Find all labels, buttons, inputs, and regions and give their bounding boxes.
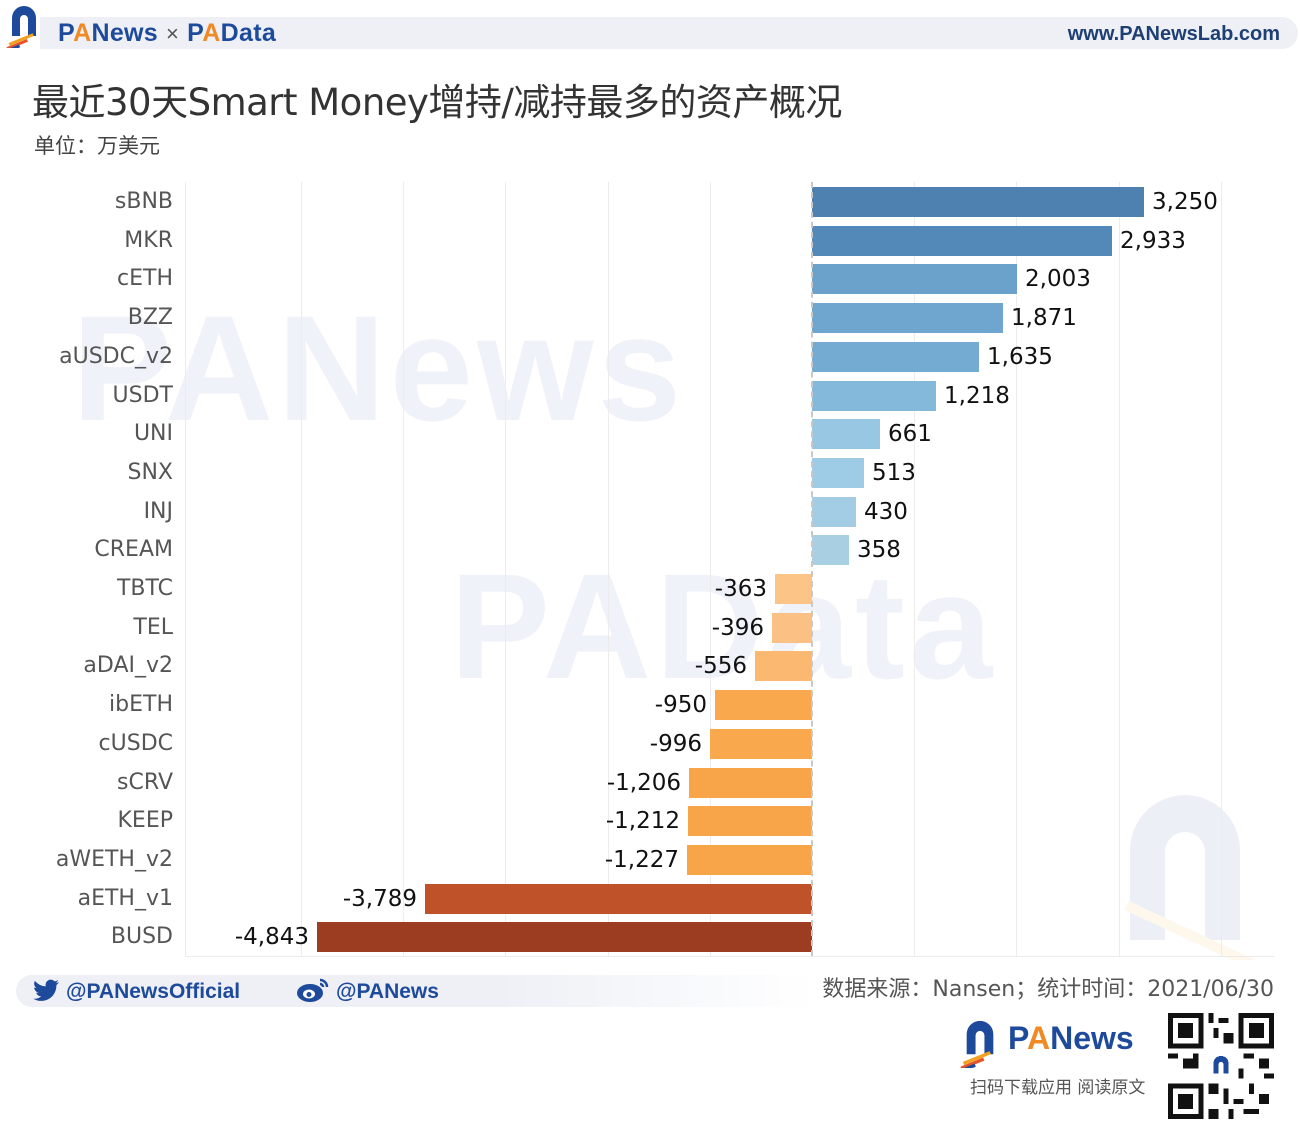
value-label: 3,250	[1152, 189, 1218, 215]
value-label: 513	[872, 460, 916, 486]
bar[interactable]	[715, 690, 812, 720]
value-label: 358	[857, 537, 901, 563]
scan-download-text: 扫码下载应用 阅读原文	[970, 1078, 1146, 1098]
category-label: BZZ	[127, 305, 173, 330]
value-label: 2,003	[1025, 266, 1091, 292]
category-label: sCRV	[117, 770, 173, 795]
category-label: SNX	[127, 460, 174, 485]
brand-accent-letter: A	[202, 19, 221, 47]
bar[interactable]	[812, 264, 1017, 294]
bar[interactable]	[317, 922, 812, 952]
bar[interactable]	[689, 768, 812, 798]
value-label: 1,871	[1011, 305, 1077, 331]
weibo-icon	[297, 978, 329, 1002]
twitter-handle[interactable]: @PANewsOfficial	[32, 975, 240, 1007]
qr-code-icon[interactable]	[1168, 1013, 1274, 1119]
bar[interactable]	[755, 651, 812, 681]
value-label: -1,212	[605, 808, 680, 834]
weibo-handle[interactable]: @PANews	[296, 975, 439, 1007]
category-label: aETH_v1	[77, 886, 173, 911]
footer-logo-icon	[960, 1020, 994, 1068]
category-label: MKR	[124, 228, 173, 253]
gridline	[608, 182, 609, 956]
value-label: -996	[649, 731, 702, 757]
bar-chart: sBNB 3,250 MKR 2,933 cETH 2,003 BZZ 1,871 aUSDC_…	[55, 182, 1275, 957]
category-label: aDAI_v2	[83, 653, 173, 678]
data-source: 数据来源：Nansen；统计时间：2021/06/30	[822, 977, 1274, 1002]
category-label: TEL	[133, 615, 173, 640]
value-label: 1,218	[944, 383, 1010, 409]
bar[interactable]	[687, 845, 812, 875]
gridline	[505, 182, 506, 956]
bar[interactable]	[812, 226, 1112, 256]
zero-axis-line	[811, 182, 813, 956]
value-label: -396	[711, 615, 764, 641]
value-label: 2,933	[1120, 228, 1186, 254]
bar[interactable]	[688, 806, 812, 836]
brand-panews: PANews	[58, 19, 158, 47]
brand-accent-letter: A	[1026, 1020, 1051, 1056]
value-label: -950	[654, 692, 707, 718]
gridline	[1221, 182, 1222, 956]
value-label: -4,843	[234, 924, 309, 950]
category-label: TBTC	[116, 576, 173, 601]
value-label: -1,227	[604, 847, 679, 873]
category-label: cETH	[117, 266, 173, 291]
gridline	[710, 182, 711, 956]
bar[interactable]	[775, 574, 812, 604]
chart-title: 最近30天Smart Money增持/减持最多的资产概况	[32, 81, 842, 124]
category-label: BUSD	[110, 924, 173, 949]
value-label: 1,635	[987, 344, 1053, 370]
bar[interactable]	[812, 381, 936, 411]
bar[interactable]	[710, 729, 812, 759]
value-label: -556	[694, 653, 747, 679]
gridline	[1016, 182, 1017, 956]
panews-logo-icon	[6, 6, 36, 48]
chart-unit: 单位：万美元	[34, 134, 160, 158]
value-label: 661	[888, 421, 932, 447]
value-label: -3,789	[342, 886, 417, 912]
category-label: USDT	[112, 383, 173, 408]
bar[interactable]	[812, 303, 1003, 333]
value-label: 430	[864, 499, 908, 525]
gridline	[1119, 182, 1120, 956]
gridline	[403, 182, 404, 956]
header-band	[40, 17, 1298, 49]
category-label: CREAM	[94, 537, 173, 562]
category-label: INJ	[143, 499, 173, 524]
footer-band	[16, 975, 816, 1007]
weibo-handle-text: @PANews	[336, 980, 439, 1003]
category-label: sBNB	[114, 189, 173, 214]
gridline	[914, 182, 915, 956]
value-label: -363	[714, 576, 767, 602]
bar[interactable]	[425, 884, 812, 914]
category-label: cUSDC	[98, 731, 173, 756]
bar[interactable]	[812, 419, 880, 449]
twitter-icon	[33, 979, 59, 1001]
brand-title: PANews × PAData	[58, 17, 276, 49]
category-label: ibETH	[109, 692, 173, 717]
value-label: -1,206	[606, 770, 681, 796]
brand-accent-letter: A	[73, 19, 92, 47]
footer-brand: PANews	[1008, 1020, 1134, 1056]
category-label: KEEP	[117, 808, 174, 833]
plot-left-border	[185, 182, 186, 956]
category-label: aWETH_v2	[55, 847, 173, 872]
twitter-handle-text: @PANewsOfficial	[66, 980, 241, 1003]
gridline	[301, 182, 302, 956]
bar[interactable]	[812, 342, 979, 372]
bar[interactable]	[812, 458, 864, 488]
bar[interactable]	[812, 187, 1144, 217]
plot-area	[185, 182, 1275, 957]
category-label: UNI	[133, 421, 173, 446]
brand-separator: ×	[166, 21, 180, 46]
bar[interactable]	[812, 535, 849, 565]
category-label: aUSDC_v2	[59, 344, 173, 369]
brand-padata: PAData	[187, 19, 277, 47]
bar[interactable]	[812, 497, 856, 527]
bar[interactable]	[772, 613, 812, 643]
website-link[interactable]: www.PANewsLab.com	[1067, 23, 1280, 45]
